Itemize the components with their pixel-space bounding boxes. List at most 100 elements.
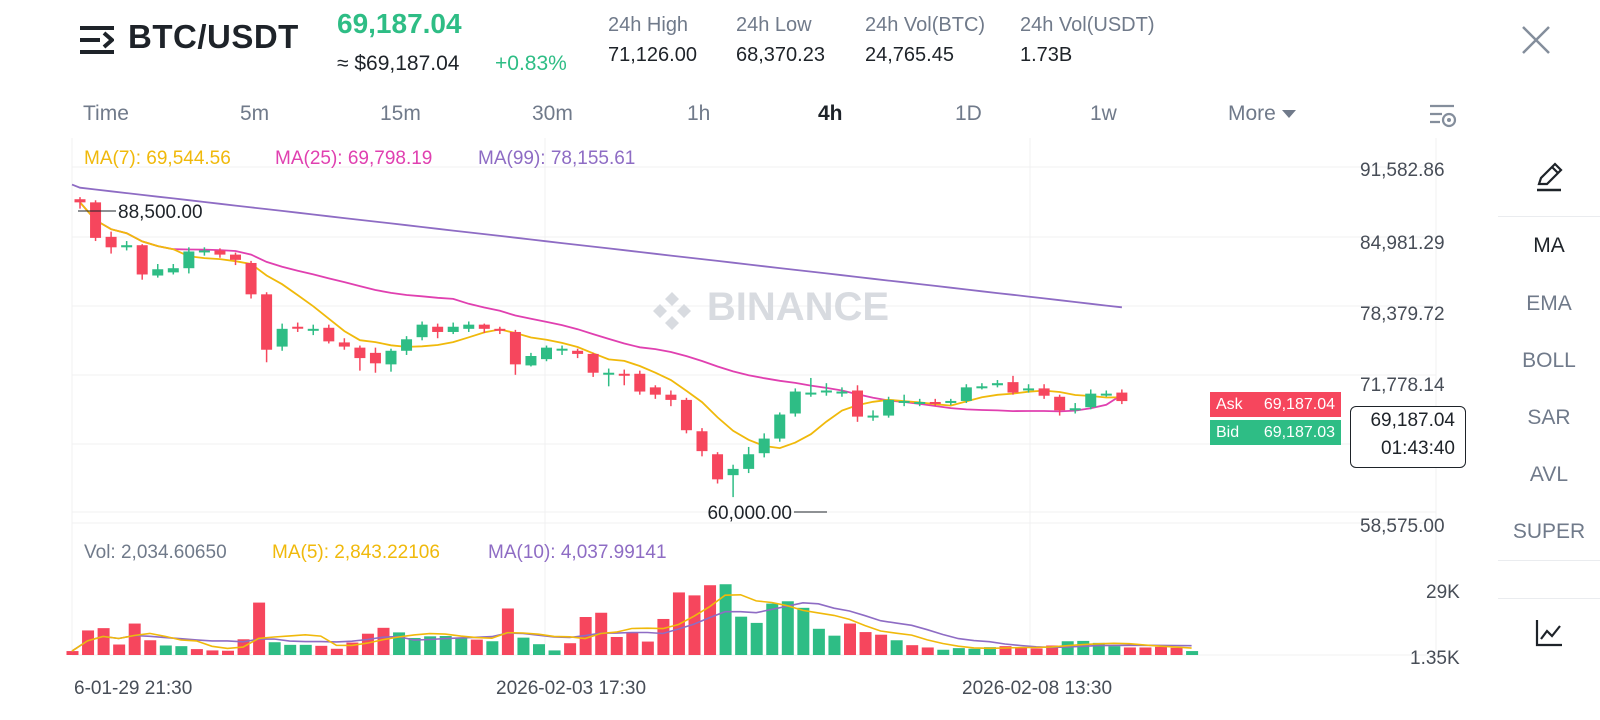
candle xyxy=(478,324,490,329)
candle xyxy=(74,199,86,203)
chevron-down-icon xyxy=(1281,110,1296,119)
volume-bar xyxy=(657,618,670,655)
candle xyxy=(976,386,988,389)
candle xyxy=(789,391,801,414)
indicator-avl[interactable]: AVL xyxy=(1529,463,1569,486)
candle xyxy=(183,251,195,269)
tab-4h[interactable]: 4h xyxy=(818,102,843,125)
volume-bar xyxy=(688,595,701,655)
candlestick-chart[interactable]: BINANCE 88,500.00 60,000.00 xyxy=(0,138,1476,700)
vol-ma5-legend: MA(5): 2,843.22106 xyxy=(272,542,440,563)
indicator-boll[interactable]: BOLL xyxy=(1522,349,1576,372)
trading-pair-title[interactable]: BTC/USDT xyxy=(128,18,299,55)
stat-24h-vol-btc-label: 24h Vol(BTC) xyxy=(865,14,986,36)
current-price: 69,187.04 xyxy=(1370,410,1455,431)
candle xyxy=(214,250,226,255)
binance-logo-icon xyxy=(653,292,691,330)
volume-bar xyxy=(175,646,188,655)
tab-more[interactable]: More xyxy=(1228,102,1296,126)
tab-1w[interactable]: 1w xyxy=(1090,102,1117,125)
ask-label: Ask xyxy=(1216,396,1243,413)
volume-bar xyxy=(1046,645,1059,655)
volume-bar xyxy=(859,632,872,655)
indicator-super[interactable]: SUPER xyxy=(1512,520,1586,543)
price-axis-label: 84,981.29 xyxy=(1360,233,1445,254)
ma99-line xyxy=(71,183,1122,309)
volume-axis-label: 29K xyxy=(1426,582,1460,603)
price-axis-label: 71,778.14 xyxy=(1360,375,1445,396)
time-axis-label: 2026-02-03 17:30 xyxy=(496,678,647,699)
volume-bar xyxy=(455,637,468,655)
candle xyxy=(1007,382,1019,393)
bid-price-tag: Bid 69,187.03 xyxy=(1210,420,1341,445)
tab-time[interactable]: Time xyxy=(83,102,129,125)
candle xyxy=(152,269,164,276)
candle xyxy=(354,347,366,359)
volume-bar xyxy=(486,641,499,655)
volume-bar xyxy=(377,627,390,655)
volume-bar xyxy=(315,645,328,655)
ma25-line xyxy=(79,201,1123,413)
volume-bar xyxy=(330,648,343,655)
candle xyxy=(836,391,848,394)
volume-bar xyxy=(1015,647,1028,655)
volume-bar xyxy=(704,585,717,655)
tab-30m[interactable]: 30m xyxy=(532,102,573,125)
candle xyxy=(712,454,724,480)
volume-bar xyxy=(890,640,903,655)
indicator-ma[interactable]: MA xyxy=(1533,234,1565,257)
volume-bar xyxy=(548,650,561,655)
chart-grid xyxy=(71,138,1437,656)
candle xyxy=(603,372,615,375)
candle xyxy=(276,328,288,347)
volume-bar xyxy=(1170,647,1183,655)
candle xyxy=(743,454,755,469)
volume-bar xyxy=(501,608,514,655)
candle xyxy=(432,326,444,332)
candle xyxy=(680,399,692,431)
volume-bar xyxy=(517,637,530,655)
candle xyxy=(369,352,381,364)
chart-settings-icon[interactable] xyxy=(1428,102,1458,130)
tab-15m[interactable]: 15m xyxy=(380,102,421,125)
volume-bar xyxy=(610,636,623,655)
indicator-sar[interactable]: SAR xyxy=(1527,406,1571,429)
volume-bar xyxy=(268,642,281,655)
volume-bar xyxy=(159,645,172,655)
close-icon[interactable] xyxy=(1520,24,1552,56)
indicator-ema[interactable]: EMA xyxy=(1526,292,1572,315)
candle xyxy=(929,401,941,404)
volume-bar xyxy=(641,641,654,655)
candle xyxy=(494,328,506,331)
candle xyxy=(198,250,210,253)
chart-indicator-icon[interactable] xyxy=(1534,618,1564,648)
tab-5m[interactable]: 5m xyxy=(240,102,270,125)
draw-pencil-icon[interactable] xyxy=(1535,162,1563,192)
candle xyxy=(167,268,179,273)
indicator-sidebar: MA EMA BOLL SAR AVL SUPER xyxy=(1498,140,1600,700)
candle xyxy=(960,387,972,401)
candle xyxy=(665,394,677,400)
volume-bar xyxy=(735,616,748,655)
volume-bar xyxy=(906,645,919,655)
tab-1h[interactable]: 1h xyxy=(687,102,711,125)
volume-bar xyxy=(719,584,732,655)
volume-bar xyxy=(968,648,981,655)
candle xyxy=(991,383,1003,386)
volume-bar xyxy=(766,603,779,655)
candle xyxy=(338,342,350,347)
candle xyxy=(1116,392,1128,402)
candle xyxy=(105,236,117,248)
menu-icon[interactable] xyxy=(80,24,114,56)
candle xyxy=(758,438,770,454)
candle xyxy=(261,294,273,350)
tab-1d[interactable]: 1D xyxy=(955,102,982,125)
volume-bar xyxy=(875,634,888,655)
volume-legend: Vol: 2,034.60650 xyxy=(84,542,227,563)
high-annotation: 88,500.00 xyxy=(118,202,203,223)
volume-bar xyxy=(983,647,996,655)
volume-bar xyxy=(1155,646,1167,655)
stat-24h-low-label: 24h Low xyxy=(736,14,812,36)
candle xyxy=(541,347,552,360)
volume-bar xyxy=(1061,641,1074,655)
